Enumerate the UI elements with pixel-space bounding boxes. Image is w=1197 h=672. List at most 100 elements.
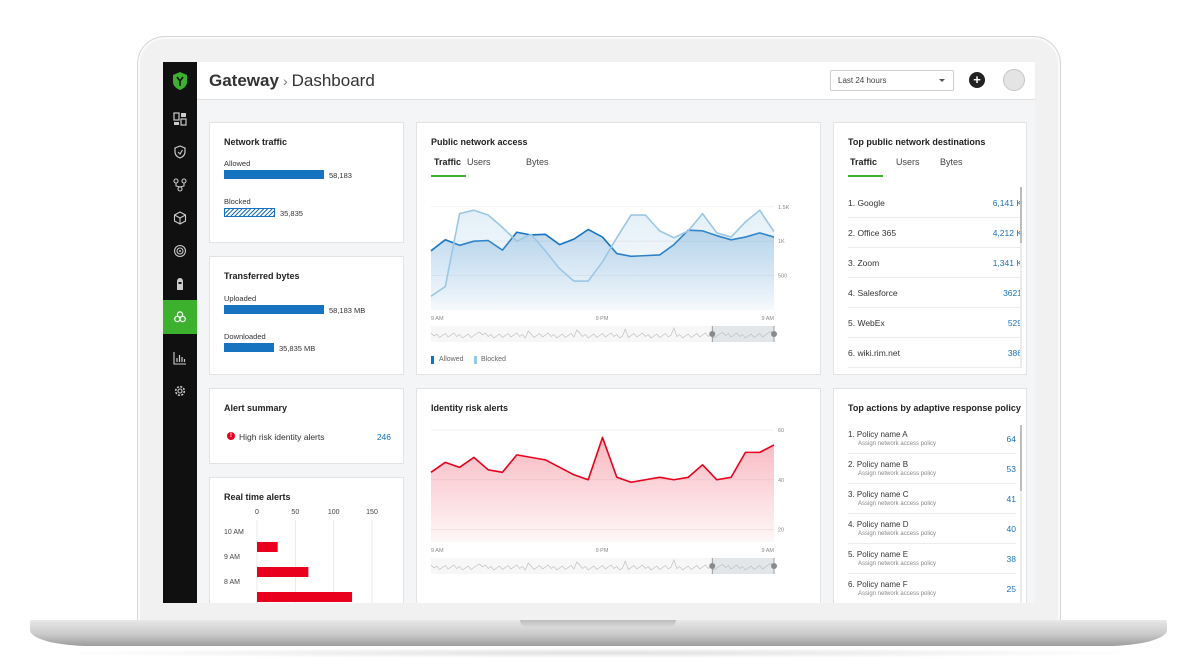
nav-identity[interactable] [163,267,197,301]
y-tick-label: 1K [778,239,785,245]
nav-network[interactable] [163,168,197,202]
nav-protection[interactable] [163,135,197,169]
x-tick-label: 100 [328,509,340,516]
policy-name: 2. Policy name B [848,460,909,469]
destination-row[interactable]: 1. Google 6,141 K [848,188,1022,218]
policy-value[interactable]: 41 [1006,494,1016,504]
destination-value[interactable]: 4,212 K [992,228,1022,238]
destination-value[interactable]: 529 [1007,318,1022,328]
biohazard-icon [174,311,186,323]
series-line [430,436,775,484]
destination-value[interactable]: 3621 [1003,288,1022,298]
policy-row[interactable]: 5. Policy name E Assign network access po… [848,544,1016,574]
policy-row[interactable]: 3. Policy name C Assign network access po… [848,484,1016,514]
policy-value[interactable]: 64 [1006,434,1016,444]
tab-bytes[interactable]: Bytes [526,157,549,167]
overview-selection [712,558,774,574]
destination-name: 2. Office 365 [848,228,897,238]
y-tick-label: 60 [778,428,784,434]
destination-row[interactable]: 6. wiki.rim.net 386 [848,338,1022,368]
scrollbar-thumb[interactable] [1020,425,1022,491]
policy-value[interactable]: 25 [1006,584,1016,594]
tab-users[interactable]: Users [896,157,920,167]
policy-name: 6. Policy name F [848,580,908,589]
brush-handle [709,563,716,569]
nav-objects[interactable] [163,201,197,235]
realtime-alerts-chart: 0 50 100 150 10 AM 9 AM 8 AM [224,509,378,603]
page-title: Dashboard [291,71,375,90]
x-tick-label: 9 AM [761,548,774,554]
policy-row[interactable]: 4. Policy name D Assign network access po… [848,514,1016,544]
radar-icon [173,244,187,258]
policy-name: 4. Policy name D [848,520,909,529]
alert-bar [257,542,278,552]
avatar[interactable] [1003,69,1025,91]
policy-value[interactable]: 38 [1006,554,1016,564]
transferred-bytes-title: Transferred bytes [224,271,300,281]
destination-value[interactable]: 6,141 K [992,198,1022,208]
destination-row[interactable]: 5. WebEx 529 [848,308,1022,338]
policy-description: Assign network access policy [858,561,937,567]
realtime-alerts-title: Real time alerts [224,492,291,502]
alert-bar [257,567,309,577]
uploaded-value: 58,183 MB [329,306,366,315]
scrollbar-thumb[interactable] [1020,187,1022,243]
top-actions-card: Top actions by adaptive response policy … [833,388,1027,603]
top-actions-title: Top actions by adaptive response policy [848,403,1021,413]
x-tick-label: 9 AM [431,316,444,322]
identity-risk-alerts-title: Identity risk alerts [431,403,509,413]
tab-users[interactable]: Users [467,157,491,167]
policy-row[interactable]: 1. Policy name A Assign network access po… [848,424,1016,454]
uploaded-label: Uploaded [224,294,257,303]
legend-allowed-swatch [431,356,434,364]
tab-bytes[interactable]: Bytes [940,157,963,167]
x-tick-label: 9 PM [596,316,609,322]
time-range-select[interactable]: Last 24 hours [830,70,954,91]
add-button[interactable]: + [969,72,985,88]
policy-value[interactable]: 53 [1006,464,1016,474]
tab-traffic[interactable]: Traffic [434,157,462,167]
destination-row[interactable]: 3. Zoom 1,341 K [848,248,1022,278]
nav-settings[interactable] [163,374,197,408]
active-tab-indicator [431,175,466,177]
brush-handle [771,563,777,569]
alert-summary-title: Alert summary [224,403,288,413]
overview-strip [431,326,774,342]
x-tick-label: 9 AM [431,548,444,554]
nav-reports[interactable] [163,341,197,375]
destination-row[interactable]: 4. Salesforce 3621 [848,278,1022,308]
destination-value[interactable]: 386 [1007,348,1022,358]
policy-name: 5. Policy name E [848,550,909,559]
high-risk-alerts-value[interactable]: 246 [376,432,391,442]
active-tab-indicator [848,175,883,177]
scrollbar[interactable] [1020,425,1022,603]
scrollbar[interactable] [1020,187,1022,367]
high-risk-alerts-label[interactable]: High risk identity alerts [239,432,325,442]
policy-name: 3. Policy name C [848,490,909,499]
alert-summary-card: Alert summary ! High risk identity alert… [209,388,404,464]
destination-value[interactable]: 1,341 K [992,258,1022,268]
destination-row[interactable]: 2. Office 365 4,212 K [848,218,1022,248]
blocked-value: 35,835 [280,209,303,218]
nav-gateway[interactable] [163,300,197,334]
legend-allowed: Allowed [439,356,464,363]
policy-description: Assign network access policy [858,471,937,477]
destination-name: 1. Google [848,198,885,208]
public-network-access-title: Public network access [431,137,528,147]
tab-traffic[interactable]: Traffic [850,157,878,167]
breadcrumb: Gateway › Dashboard [209,71,375,91]
y-category-label: 9 AM [224,554,240,561]
policy-row[interactable]: 2. Policy name B Assign network access po… [848,454,1016,484]
blocked-label: Blocked [224,197,251,206]
policy-value[interactable]: 40 [1006,524,1016,534]
breadcrumb-gateway[interactable]: Gateway [209,71,279,90]
shield-icon [174,145,186,159]
breadcrumb-separator: › [282,73,288,89]
policy-row[interactable]: 6. Policy name F Assign network access po… [848,574,1016,603]
destination-name: 4. Salesforce [848,288,898,298]
allowed-label: Allowed [224,159,251,168]
nav-threats[interactable] [163,234,197,268]
nav-dashboard[interactable] [163,102,197,136]
brand-logo-icon [173,72,187,90]
transferred-bytes-card: Transferred bytes Uploaded 58,183 MB Dow… [209,256,404,375]
